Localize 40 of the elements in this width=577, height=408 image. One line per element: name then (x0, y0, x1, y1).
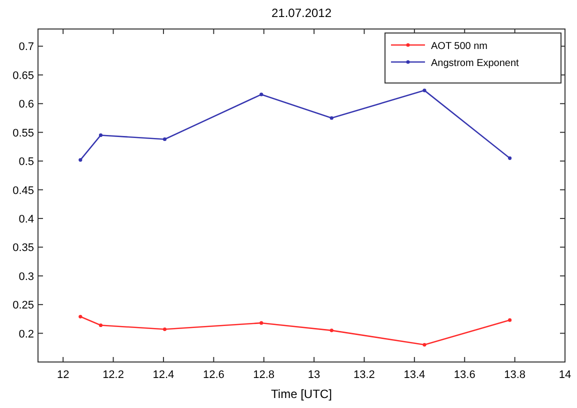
legend-label: Angstrom Exponent (431, 58, 520, 69)
point (260, 321, 264, 325)
point (422, 88, 426, 92)
y-tick-label: 0.4 (18, 213, 34, 226)
y-tick-label: 0.3 (18, 270, 34, 283)
legend-label: AOT 500 nm (431, 41, 488, 52)
y-tick-label: 0.25 (12, 300, 34, 312)
point (162, 327, 167, 332)
y-tick-label: 0.7 (18, 41, 34, 54)
x-tick-label: 12.8 (253, 369, 275, 381)
x-tick-label: 12.4 (152, 369, 174, 381)
x-tick-label: 13.6 (454, 369, 476, 381)
y-tick-label: 0.35 (12, 242, 34, 254)
point (162, 137, 167, 142)
point (422, 342, 426, 347)
x-tick-label: 12 (56, 369, 70, 381)
y-tick-label: 0.55 (12, 127, 34, 140)
y-tick-label: 0.65 (12, 70, 34, 82)
y-tick-label: 0.2 (18, 328, 34, 340)
x-axis-title: Time [UTC] (271, 387, 332, 401)
point (78, 314, 82, 318)
chart-title: 21.07.2012 (271, 6, 332, 20)
y-tick-label: 0.45 (12, 184, 34, 197)
x-tick-label: 12.6 (202, 369, 224, 381)
point (98, 133, 103, 138)
y-tick-label: 0.5 (18, 156, 34, 168)
x-tick-label: 13.2 (354, 369, 375, 381)
x-tick-label: 12.2 (102, 369, 124, 381)
x-tick-label: 13.4 (404, 369, 426, 381)
point (508, 156, 512, 160)
point (98, 323, 103, 328)
x-tick-label: 14 (558, 369, 572, 381)
x-tick-label: 13 (308, 369, 320, 381)
point (78, 158, 82, 162)
point (330, 328, 334, 332)
point (260, 92, 264, 96)
y-tick-label: 0.6 (18, 98, 34, 111)
point (508, 318, 512, 322)
x-tick-label: 13.8 (504, 369, 526, 381)
point (330, 116, 334, 120)
